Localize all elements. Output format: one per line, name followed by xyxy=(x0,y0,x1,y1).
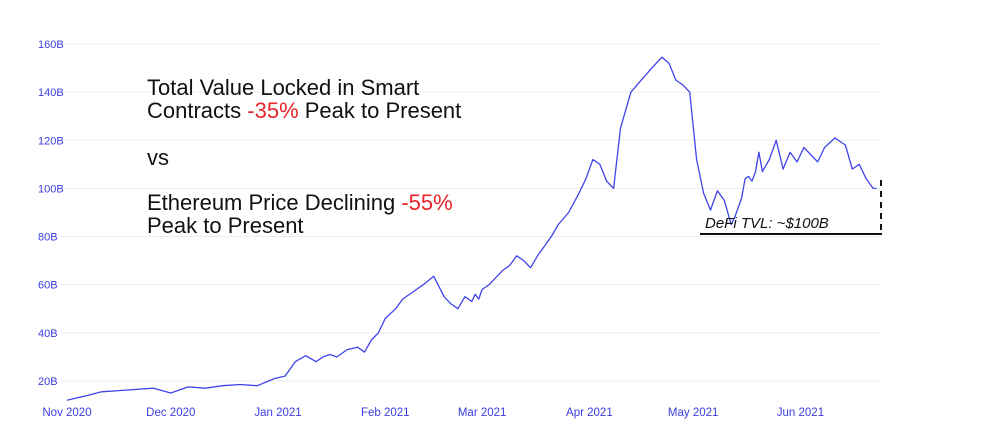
annotation-vs: vs xyxy=(147,145,169,170)
tvl-change-percent: -35% xyxy=(247,98,298,123)
defi-tvl-label: DeFi TVL: ~$100B xyxy=(705,215,829,232)
y-tick-label: 80B xyxy=(38,232,58,244)
x-tick-label: Apr 2021 xyxy=(566,407,613,419)
y-tick-label: 40B xyxy=(38,328,58,340)
annotation-eth-line1: Ethereum Price Declining -55% xyxy=(147,190,453,215)
y-tick-label: 60B xyxy=(38,280,58,292)
x-tick-label: Jun 2021 xyxy=(777,407,824,419)
annotation-eth-line2: Peak to Present xyxy=(147,213,304,238)
x-tick-label: Dec 2020 xyxy=(146,407,195,419)
y-tick-label: 20B xyxy=(38,376,58,388)
annotation-text: Ethereum Price Declining xyxy=(147,190,401,215)
x-tick-label: Nov 2020 xyxy=(42,407,91,419)
y-tick-label: 140B xyxy=(38,87,64,99)
x-tick-label: Mar 2021 xyxy=(458,407,507,419)
x-axis-ticks: Nov 2020 Dec 2020 Jan 2021 Feb 2021 Mar 2021… xyxy=(42,407,824,419)
x-tick-label: Jan 2021 xyxy=(254,407,301,419)
y-tick-label: 160B xyxy=(38,39,64,51)
eth-change-percent: -55% xyxy=(401,190,452,215)
annotation-title-line1: Total Value Locked in Smart xyxy=(147,75,419,100)
x-tick-label: Feb 2021 xyxy=(361,407,410,419)
y-tick-label: 100B xyxy=(38,183,64,195)
annotation-text: Contracts xyxy=(147,98,247,123)
x-tick-label: May 2021 xyxy=(668,407,719,419)
annotation-title-line2: Contracts -35% Peak to Present xyxy=(147,98,461,123)
y-axis-ticks: 20B 40B 60B 80B 100B 120B 140B 160B xyxy=(38,39,64,388)
y-tick-label: 120B xyxy=(38,135,64,147)
annotation-text: Peak to Present xyxy=(299,98,462,123)
tvl-line-chart: 20B 40B 60B 80B 100B 120B 140B 160B Nov 2020 Dec… xyxy=(0,0,1000,438)
chart-annotation: Total Value Locked in Smart Contracts -3… xyxy=(147,75,461,238)
